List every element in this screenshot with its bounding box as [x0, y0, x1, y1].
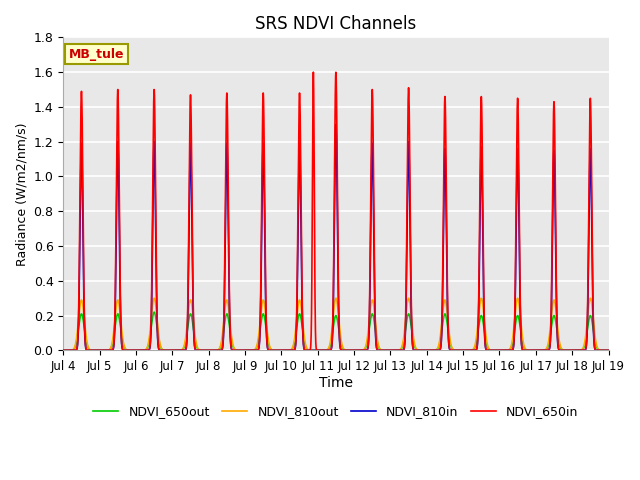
- Legend: NDVI_650out, NDVI_810out, NDVI_810in, NDVI_650in: NDVI_650out, NDVI_810out, NDVI_810in, ND…: [88, 400, 584, 423]
- NDVI_650in: [508, 348, 515, 353]
- NDVI_810in: [60, 348, 67, 353]
- NDVI_650out: [605, 348, 612, 353]
- NDVI_650out: [387, 348, 394, 353]
- NDVI_650in: [310, 69, 317, 75]
- NDVI_650out: [414, 348, 422, 353]
- Line: NDVI_810out: NDVI_810out: [63, 298, 609, 350]
- Text: MB_tule: MB_tule: [68, 48, 124, 60]
- NDVI_810out: [605, 348, 612, 353]
- NDVI_650in: [414, 348, 422, 353]
- Y-axis label: Radiance (W/m2/nm/s): Radiance (W/m2/nm/s): [15, 122, 28, 265]
- NDVI_810out: [60, 348, 67, 353]
- NDVI_650in: [605, 348, 612, 353]
- NDVI_650out: [159, 347, 166, 353]
- NDVI_810out: [467, 348, 474, 353]
- NDVI_810in: [387, 348, 394, 353]
- NDVI_650in: [387, 348, 394, 353]
- NDVI_650in: [268, 348, 275, 353]
- Line: NDVI_650out: NDVI_650out: [63, 312, 609, 350]
- NDVI_810in: [302, 348, 310, 353]
- NDVI_810out: [268, 347, 275, 352]
- X-axis label: Time: Time: [319, 376, 353, 390]
- NDVI_810out: [159, 347, 166, 352]
- NDVI_810out: [508, 341, 515, 347]
- NDVI_810in: [508, 348, 516, 353]
- NDVI_650in: [159, 348, 166, 353]
- NDVI_650out: [150, 309, 158, 315]
- NDVI_810out: [387, 348, 394, 353]
- Line: NDVI_650in: NDVI_650in: [63, 72, 609, 350]
- NDVI_650in: [60, 348, 67, 353]
- NDVI_650out: [467, 348, 474, 353]
- NDVI_810out: [414, 347, 422, 353]
- NDVI_810in: [159, 348, 166, 353]
- NDVI_810in: [268, 348, 275, 353]
- NDVI_650out: [268, 347, 276, 353]
- NDVI_810in: [414, 348, 422, 353]
- NDVI_650in: [467, 348, 474, 353]
- NDVI_650out: [508, 343, 515, 349]
- Title: SRS NDVI Channels: SRS NDVI Channels: [255, 15, 417, 33]
- Line: NDVI_810in: NDVI_810in: [63, 124, 609, 350]
- NDVI_810in: [605, 348, 612, 353]
- NDVI_810out: [404, 295, 412, 301]
- NDVI_650out: [60, 348, 67, 353]
- NDVI_810in: [467, 348, 474, 353]
- NDVI_810in: [332, 121, 340, 127]
